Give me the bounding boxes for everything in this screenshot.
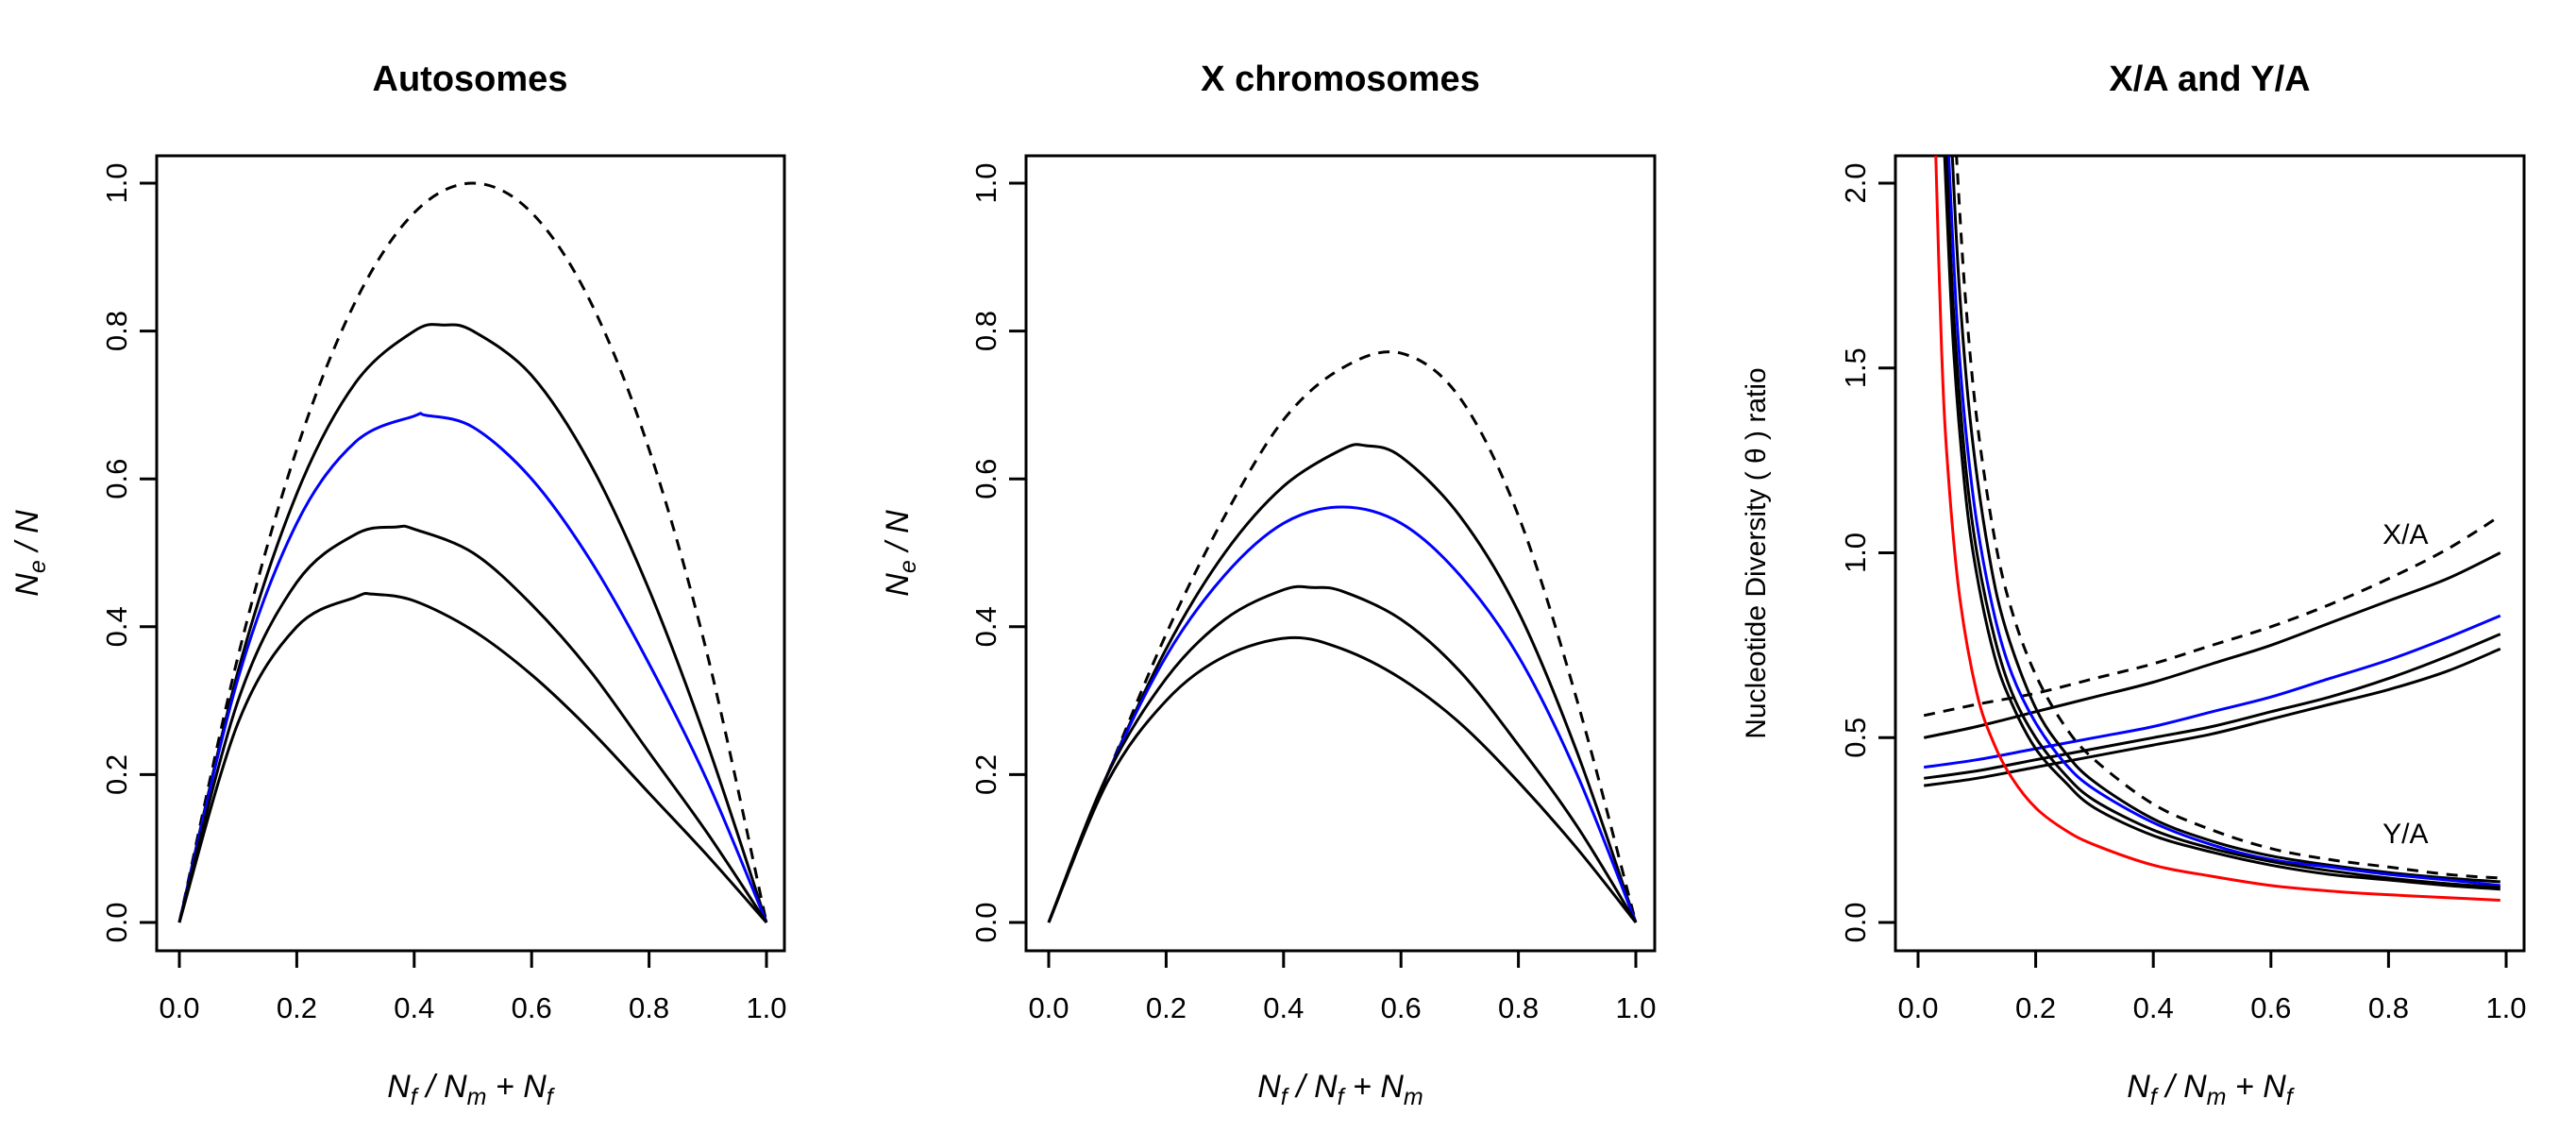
x-tick-label: 0.0 (1028, 991, 1069, 1024)
y-tick-label: 0.5 (1839, 718, 1872, 758)
series-line-3 (1923, 633, 2501, 780)
panel-title: X/A and Y/A (2109, 59, 2310, 99)
y-tick-label: 1.0 (1839, 533, 1872, 573)
x-axis-label: Nf / Nm + Nf (2127, 1069, 2296, 1110)
x-axis-label: Nf / Nf + Nm (1257, 1069, 1423, 1110)
series-line-6 (1950, 156, 2500, 884)
series-line-3 (1047, 584, 1638, 923)
x-axis: 0.0 0.2 0.4 0.6 0.8 1.0 (1897, 949, 2527, 1024)
series-line-2 (1923, 614, 2501, 769)
y-tick-label: 0.6 (969, 459, 1002, 499)
panel-xa-ya: X/A and Y/A 0.0 0.2 0.4 0.6 0.8 1.0 0.0 0.5 1.0… (1741, 59, 2527, 1110)
y-tick-label: 1.0 (100, 162, 133, 203)
annotation-label: Y/A (2382, 819, 2428, 850)
series-line-7 (1947, 156, 2500, 888)
x-tick-label: 0.6 (2250, 991, 2291, 1024)
y-tick-label: 0.2 (969, 754, 1002, 795)
series-line-9 (1943, 156, 2500, 891)
x-tick-label: 1.0 (746, 991, 786, 1024)
y-tick-label: 0.8 (969, 311, 1002, 351)
x-tick-label: 0.2 (2015, 991, 2056, 1024)
x-tick-label: 0.2 (1146, 991, 1187, 1024)
x-tick-label: 0.6 (1381, 991, 1422, 1024)
series-line-4 (177, 592, 768, 923)
x-axis: 0.0 0.2 0.4 0.6 0.8 1.0 (1028, 949, 1657, 1024)
plot-frame (155, 154, 786, 953)
x-tick-label: 0.4 (1263, 991, 1304, 1024)
series-line-3 (177, 524, 768, 923)
y-axis-label: Ne / N (880, 510, 921, 597)
x-tick-label: 0.8 (1498, 991, 1539, 1024)
series-line-4 (1047, 635, 1638, 923)
series-line-8 (1945, 156, 2500, 889)
series-line-5 (1955, 156, 2500, 880)
x-tick-label: 0.4 (2133, 991, 2174, 1024)
y-axis-label: Ne / N (9, 510, 51, 597)
series-layer (1923, 156, 2501, 902)
x-tick-label: 1.0 (1615, 991, 1656, 1024)
y-tick-label: 1.0 (969, 162, 1002, 203)
y-axis: 0.0 0.2 0.4 0.6 0.8 1.0 (969, 162, 1028, 943)
panel-title: X chromosomes (1201, 59, 1480, 99)
annotation-layer: X/A Y/A (2382, 519, 2428, 850)
panel-autosomes: Autosomes 0.0 0.2 0.4 0.6 0.8 1.0 0.00.20.40.… (9, 59, 787, 1110)
y-tick-label: 0.0 (1839, 902, 1872, 942)
x-axis: 0.0 0.2 0.4 0.6 0.8 1.0 (159, 949, 787, 1024)
series-line-4 (1923, 647, 2501, 787)
series-line-10 (1934, 156, 2500, 902)
series-line-0 (1047, 350, 1638, 923)
series-line-2 (1047, 505, 1638, 923)
x-tick-label: 1.0 (2485, 991, 2526, 1024)
x-tick-label: 0.8 (629, 991, 669, 1024)
x-tick-label: 0.2 (277, 991, 317, 1024)
annotation-label: X/A (2382, 519, 2428, 550)
series-layer (177, 181, 768, 923)
series-line-0 (177, 181, 768, 923)
y-axis-label: Nucleotide Diversity ( θ ) ratio (1741, 367, 1772, 738)
y-tick-label: 1.5 (1839, 347, 1872, 388)
y-tick-label: 0.2 (100, 754, 133, 795)
series-line-2 (177, 412, 768, 923)
series-line-1 (1047, 443, 1638, 923)
y-axis: 0.0 0.2 0.4 0.6 0.8 1.0 (100, 162, 159, 943)
y-tick-label: 0.4 (100, 606, 133, 647)
y-axis: 0.0 0.5 1.0 1.5 2.0 (1839, 162, 1897, 943)
x-axis-label: Nf / Nm + Nf (387, 1069, 556, 1110)
y-tick-label: 0.0 (100, 902, 133, 942)
x-tick-label: 0.6 (512, 991, 552, 1024)
y-tick-label: 0.4 (969, 606, 1002, 647)
x-tick-label: 0.0 (1897, 991, 1938, 1024)
plot-frame (1024, 154, 1657, 953)
series-line-1 (177, 323, 768, 923)
panel-title: Autosomes (373, 59, 568, 99)
y-tick-label: 0.0 (969, 902, 1002, 942)
series-layer (1047, 350, 1638, 923)
panel-x-chromosomes: X chromosomes 0.0 0.2 0.4 0.6 0.8 1.0 0.00.20… (880, 59, 1657, 1110)
y-tick-label: 0.8 (100, 311, 133, 351)
x-tick-label: 0.4 (394, 991, 434, 1024)
y-tick-label: 2.0 (1839, 162, 1872, 203)
x-tick-label: 0.0 (159, 991, 199, 1024)
y-tick-label: 0.6 (100, 459, 133, 499)
x-tick-label: 0.8 (2368, 991, 2409, 1024)
